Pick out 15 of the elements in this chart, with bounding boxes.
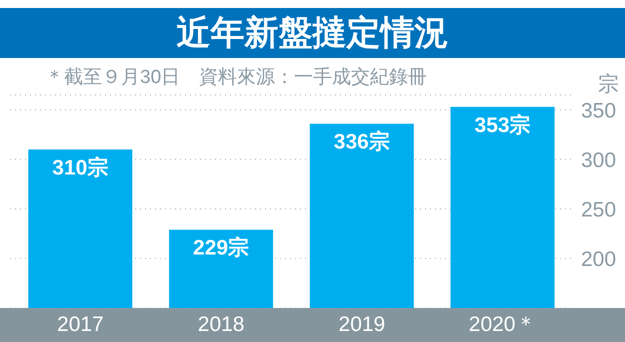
chart-subtitle: ＊截至９月30日 資料來源：一手成交紀錄冊 (45, 66, 428, 90)
x-tick-label: 2019 (338, 312, 386, 336)
y-axis-title: 宗 (598, 72, 619, 98)
y-tick-label: 250 (581, 198, 616, 222)
chart-title: 近年新盤撻定情況 (0, 8, 625, 58)
data-label: 310宗 (52, 155, 108, 180)
data-label: 336宗 (334, 130, 390, 154)
x-tick-label: 2017 (57, 312, 104, 336)
data-label: 353宗 (474, 112, 531, 137)
x-tick-label: 2018 (198, 312, 244, 336)
y-tick-label: 200 (581, 248, 616, 271)
data-label: 229宗 (193, 236, 250, 260)
x-tick-label: 2020＊ (468, 312, 536, 336)
y-tick-label: 300 (581, 148, 616, 172)
y-tick-label: 350 (581, 99, 616, 122)
